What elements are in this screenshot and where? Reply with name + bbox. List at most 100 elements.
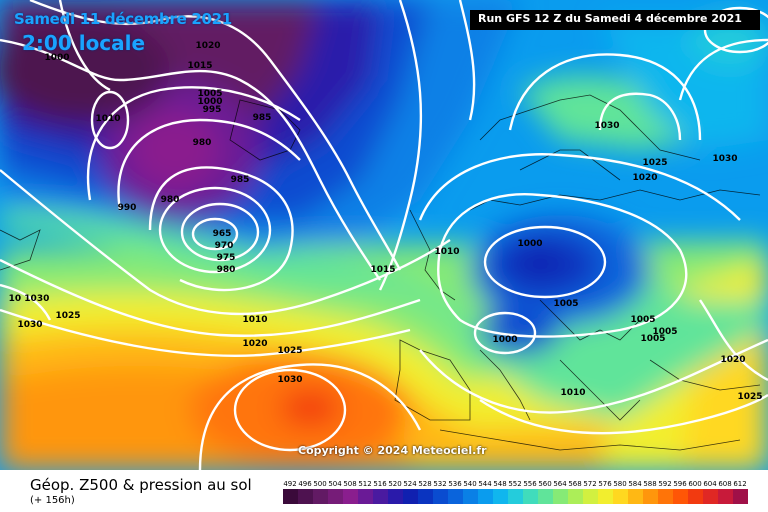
legend-swatch <box>658 489 673 504</box>
legend-swatch <box>628 489 643 504</box>
isobar-label: 1020 <box>195 41 220 51</box>
isobar-label: 965 <box>213 229 232 239</box>
legend-swatch <box>508 489 523 504</box>
isobar-label: 1020 <box>720 355 745 365</box>
legend-swatch <box>343 489 358 504</box>
legend-swatch <box>463 489 478 504</box>
legend-swatch <box>373 489 388 504</box>
legend-tick-label: 596 <box>673 480 687 488</box>
chart-title: Géop. Z500 & pression au sol <box>30 476 252 494</box>
legend-tick-label: 496 <box>298 480 312 488</box>
legend-tick-label: 528 <box>418 480 431 488</box>
legend-tick-label: 504 <box>328 480 342 488</box>
geopotential-map: 1020101510001010100510009959859809859909… <box>0 0 768 470</box>
valid-date: Samedi 11 décembre 2021 <box>14 10 232 28</box>
isobar-label: 1005 <box>630 315 655 325</box>
isobar-label: 1005 <box>553 299 578 309</box>
legend-tick-label: 572 <box>583 480 596 488</box>
legend-swatch <box>448 489 463 504</box>
isobar-label: 1010 <box>434 247 459 257</box>
legend-tick-label: 544 <box>478 480 492 488</box>
legend-swatch <box>643 489 658 504</box>
legend-tick-label: 560 <box>538 480 551 488</box>
legend-swatch <box>598 489 613 504</box>
legend-tick-label: 540 <box>463 480 476 488</box>
isobar-label: 1005 <box>640 334 665 344</box>
legend-swatch <box>403 489 418 504</box>
legend-swatch <box>478 489 493 504</box>
legend-tick-label: 492 <box>283 480 296 488</box>
isobar-label: 980 <box>161 195 180 205</box>
legend-tick-label: 516 <box>373 480 387 488</box>
isobar-labels: 1020101510001010100510009959859809859909… <box>9 41 763 402</box>
legend-tick-label: 548 <box>493 480 506 488</box>
isobar-label: 1025 <box>277 346 302 356</box>
isobar-label: 1000 <box>517 239 542 249</box>
copyright: Copyright © 2024 Meteociel.fr <box>298 444 487 457</box>
isobar-label: 1025 <box>737 392 762 402</box>
isobar-label: 1020 <box>242 339 267 349</box>
legend-swatch <box>523 489 538 504</box>
legend-swatch <box>703 489 718 504</box>
isobar-label: 10 1030 <box>9 294 50 304</box>
legend-swatch <box>493 489 508 504</box>
legend-tick-label: 564 <box>553 480 567 488</box>
legend-swatch <box>688 489 703 504</box>
isobar-label: 985 <box>231 175 250 185</box>
isobar-label: 1015 <box>370 265 395 275</box>
isobars <box>0 0 768 470</box>
isobar-label: 1030 <box>712 154 737 164</box>
isobar-label: 985 <box>253 113 272 123</box>
legend-tick-label: 580 <box>613 480 626 488</box>
isobar-label: 975 <box>217 253 236 263</box>
legend-tick-label: 612 <box>733 480 746 488</box>
isobar-label: 1000 <box>44 53 69 63</box>
legend-tick-label: 532 <box>433 480 446 488</box>
legend-swatch <box>718 489 733 504</box>
local-time: 2:00 locale <box>22 31 146 55</box>
legend-tick-label: 576 <box>598 480 612 488</box>
isobar-label: 980 <box>217 265 236 275</box>
legend-tick-label: 588 <box>643 480 656 488</box>
legend-tick-label: 556 <box>523 480 537 488</box>
isobar-label: 980 <box>193 138 212 148</box>
legend-tick-label: 508 <box>343 480 356 488</box>
isobar-label: 1020 <box>632 173 657 183</box>
isobar-label: 970 <box>215 241 234 251</box>
legend-swatch <box>673 489 688 504</box>
legend-swatch <box>388 489 403 504</box>
legend-tick-label: 592 <box>658 480 671 488</box>
lead-time: (+ 156h) <box>30 495 75 506</box>
isobar-label: 1015 <box>187 61 212 71</box>
legend-swatch <box>358 489 373 504</box>
isobar-label: 1000 <box>197 97 222 107</box>
legend-tick-label: 608 <box>718 480 731 488</box>
legend-swatch <box>583 489 598 504</box>
isobar-label: 1030 <box>17 320 42 330</box>
legend-swatch <box>613 489 628 504</box>
run-info-box <box>470 10 760 30</box>
legend-swatch <box>433 489 448 504</box>
legend-swatch <box>298 489 313 504</box>
isobar-label: 990 <box>118 203 137 213</box>
legend-swatch <box>418 489 433 504</box>
legend-tick-label: 500 <box>313 480 326 488</box>
isobar-label: 1005 <box>197 89 222 99</box>
isobar-label: 1010 <box>242 315 267 325</box>
isobar-label: 1010 <box>95 114 120 124</box>
isobar-label: 1025 <box>55 311 80 321</box>
isobar-label: 1000 <box>492 335 517 345</box>
color-legend: 492 496 500 504 508 512 516 520 524 528 532 536 540 5… <box>283 480 748 504</box>
isobar-label: 1030 <box>277 375 302 385</box>
isobar-label: 995 <box>203 105 222 115</box>
isobar-label: 1010 <box>560 388 585 398</box>
legend-swatch <box>568 489 583 504</box>
legend-swatch <box>283 489 298 504</box>
isobar-label: 1005 <box>652 327 677 337</box>
isobar-label: 1030 <box>594 121 619 131</box>
legend-tick-label: 552 <box>508 480 521 488</box>
legend-tick-label: 512 <box>358 480 371 488</box>
legend-tick-label: 524 <box>403 480 417 488</box>
isobar-label: 1025 <box>642 158 667 168</box>
